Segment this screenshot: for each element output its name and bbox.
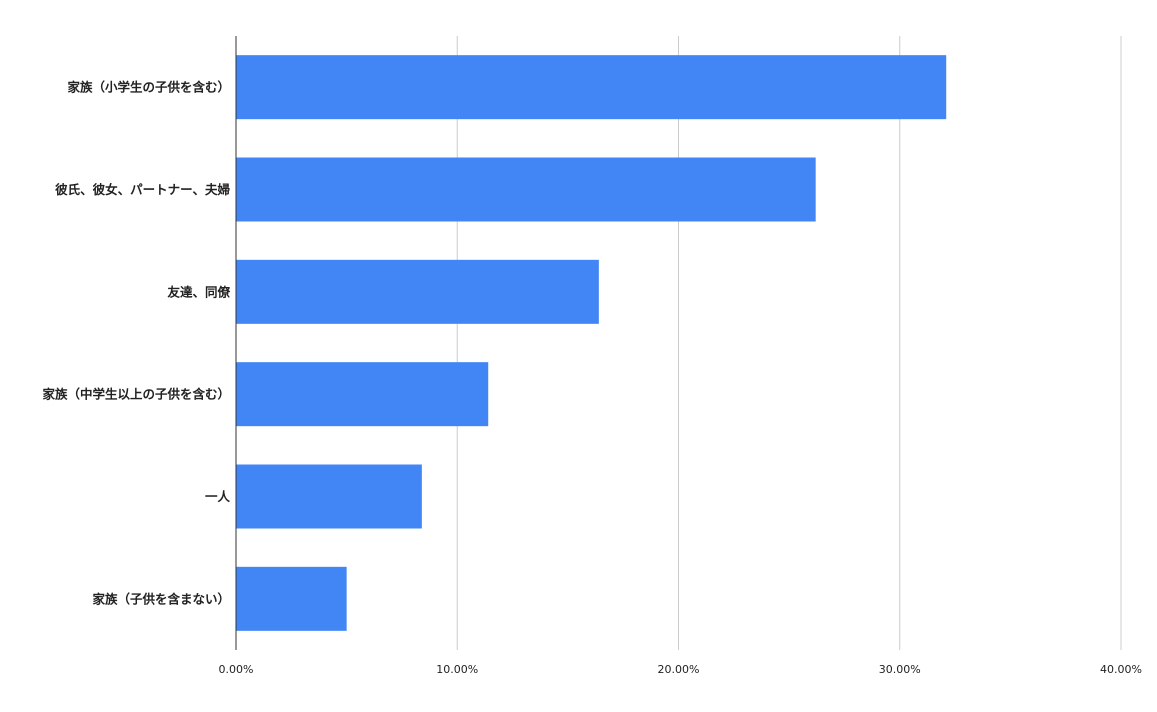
x-tick-label-2: 20.00% (658, 663, 700, 676)
category-label-5: 家族（子供を含まない） (92, 591, 230, 606)
bar-4 (236, 464, 422, 529)
bar-2 (236, 259, 599, 324)
x-tick-label-4: 40.00% (1100, 663, 1142, 676)
bars (236, 55, 947, 631)
category-label-0: 家族（小学生の子供を含む） (67, 80, 230, 95)
x-tick-label-1: 10.00% (436, 663, 478, 676)
bar-5 (236, 566, 347, 631)
x-tick-label-0: 0.00% (219, 663, 254, 676)
category-label-1: 彼氏、彼女、パートナー、夫婦 (55, 182, 230, 197)
x-tick-label-3: 30.00% (879, 663, 921, 676)
labels: 0.00% 10.00% 20.00% 30.00% 40.00% 家族（小学生の子供を含… (42, 80, 1141, 676)
category-label-2: 友達、同僚 (166, 284, 230, 299)
bar-3 (236, 362, 489, 427)
bar-1 (236, 157, 816, 222)
category-label-3: 家族（中学生以上の子供を含む） (42, 387, 230, 402)
gridlines (456, 36, 1122, 650)
category-label-4: 一人 (205, 489, 231, 504)
bar-0 (236, 55, 947, 120)
